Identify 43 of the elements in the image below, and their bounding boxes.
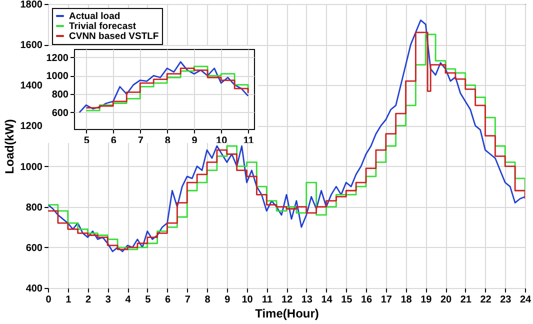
x-tick-label: 10 <box>242 294 254 306</box>
x-tick-label: 21 <box>460 294 472 306</box>
x-tick-label: 15 <box>341 294 353 306</box>
y-tick-label: 1400 <box>20 80 43 92</box>
x-tick-label: 24 <box>520 294 532 306</box>
x-tick-label: 20 <box>440 294 452 306</box>
y-tick-label: 800 <box>52 90 69 101</box>
x-tick-label: 19 <box>420 294 432 306</box>
x-tick-label: 22 <box>480 294 492 306</box>
x-tick-label: 2 <box>85 294 92 306</box>
x-axis-title: Time(Hour) <box>255 306 319 320</box>
x-tick-label: 23 <box>500 294 512 306</box>
y-tick-label: 1000 <box>20 162 43 173</box>
y-tick-label: 1200 <box>46 52 69 64</box>
y-tick-label: 1000 <box>46 71 69 82</box>
x-tick-label: 8 <box>204 294 211 306</box>
x-tick-label: 16 <box>360 294 372 306</box>
x-tick-label: 0 <box>46 294 52 306</box>
x-tick-label: 11 <box>262 294 273 306</box>
legend-label: CVNN based VSTLF <box>69 31 159 42</box>
y-tick-label: 1200 <box>20 121 43 132</box>
x-tick-label: 3 <box>105 294 112 306</box>
y-tick-label: 600 <box>52 108 69 119</box>
y-tick-label: 1600 <box>20 40 43 52</box>
x-tick-label: 1 <box>66 294 72 306</box>
x-tick-label: 18 <box>400 294 412 306</box>
x-tick-label: 17 <box>380 294 392 306</box>
y-tick-label: 600 <box>26 242 43 254</box>
x-tick-label: 4 <box>125 294 132 306</box>
x-tick-label: 13 <box>301 294 313 306</box>
y-tick-label: 400 <box>26 284 43 294</box>
y-tick-label: 800 <box>26 202 43 214</box>
y-axis-title: Load(kW) <box>2 119 16 174</box>
legend-label: Actual load <box>69 11 120 22</box>
x-tick-label: 6 <box>164 294 171 306</box>
y-tick-label: 1800 <box>20 0 43 10</box>
legend-label: Trivial forecast <box>69 21 137 32</box>
x-tick-label: 5 <box>145 294 152 306</box>
line-series <box>78 61 249 114</box>
x-tick-label: 7 <box>184 294 191 306</box>
x-tick-label: 12 <box>281 294 293 306</box>
x-tick-label: 14 <box>321 294 333 306</box>
x-tick-label: 9 <box>224 294 231 306</box>
